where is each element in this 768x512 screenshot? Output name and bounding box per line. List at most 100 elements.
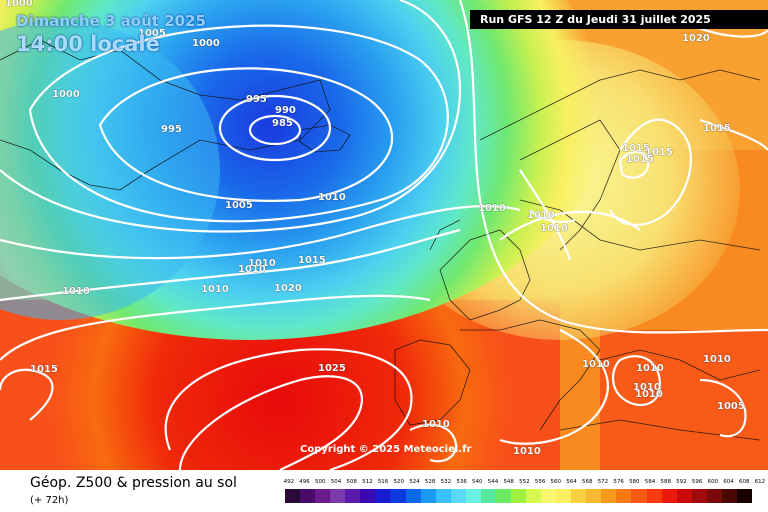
- pressure-label: 1010: [318, 192, 346, 203]
- scale-color-swatch: [526, 489, 542, 503]
- pressure-label: 1010: [636, 363, 664, 374]
- pressure-label: 1010: [513, 446, 541, 457]
- scale-color-swatch: [661, 489, 677, 503]
- scale-color-swatch: [285, 489, 301, 503]
- scale-color-swatch: [420, 489, 436, 503]
- scale-tick-label: 576: [613, 479, 624, 485]
- pressure-label: 1015: [626, 154, 654, 165]
- scale-color-swatch: [495, 489, 511, 503]
- run-info: Run GFS 12 Z du Jeudi 31 juillet 2025: [470, 10, 768, 29]
- scale-color-swatch: [721, 489, 737, 503]
- scale-color-swatch: [631, 489, 647, 503]
- scale-color-swatch: [676, 489, 692, 503]
- scale-color-swatch: [601, 489, 617, 503]
- pressure-label: 1010: [582, 359, 610, 370]
- scale-tick-label: 524: [409, 479, 420, 485]
- pressure-label: 1005: [717, 401, 745, 412]
- forecast-time: 14:00 locale: [16, 32, 160, 56]
- scale-tick-label: 508: [346, 479, 357, 485]
- copyright: Copyright © 2025 Meteociel.fr: [300, 444, 472, 455]
- pressure-label: 1025: [318, 363, 346, 374]
- pressure-label: 1010: [478, 203, 506, 214]
- scale-color-swatch: [345, 489, 361, 503]
- scale-color-swatch: [390, 489, 406, 503]
- scale-color-swatch: [480, 489, 496, 503]
- scale-color-swatch: [375, 489, 391, 503]
- pressure-label: 1015: [298, 255, 326, 266]
- scale-tick-label: 612: [754, 479, 766, 485]
- pressure-label: 1005: [225, 200, 253, 211]
- scale-tick-label: 608: [738, 479, 750, 485]
- scale-tick-label: 600: [707, 479, 719, 485]
- scale-tick-label: 604: [723, 479, 734, 485]
- scale-color-swatch: [541, 489, 557, 503]
- pressure-label: 1010: [422, 419, 450, 430]
- color-scale-labels: 492 496 500 504 508 512 516 520 524 528 532 536 540 5…: [281, 479, 768, 485]
- pressure-label: 1010: [635, 389, 663, 400]
- scale-tick-label: 568: [581, 479, 593, 485]
- pressure-label: 1020: [682, 33, 710, 44]
- scale-tick-label: 504: [330, 479, 342, 485]
- scale-color-swatch: [691, 489, 707, 503]
- pressure-label: 1010: [201, 284, 229, 295]
- scale-tick-label: 584: [644, 479, 656, 485]
- pressure-label: 1010: [527, 210, 555, 221]
- pressure-label: 990: [275, 105, 296, 116]
- scale-color-swatch: [510, 489, 526, 503]
- scale-tick-label: 528: [424, 479, 436, 485]
- pressure-label: 1015: [703, 123, 731, 134]
- pressure-label: 1015: [622, 143, 650, 154]
- pressure-label: 1010: [238, 264, 266, 275]
- scale-color-swatch: [360, 489, 376, 503]
- pressure-label: 1010: [248, 258, 276, 269]
- scale-tick-label: 592: [676, 479, 687, 485]
- scale-tick-label: 564: [566, 479, 577, 485]
- legend-footer: Géop. Z500 & pression au sol (+ 72h) 492…: [0, 470, 768, 512]
- scale-color-swatch: [450, 489, 466, 503]
- scale-tick-label: 580: [629, 479, 640, 485]
- pressure-label: 1010: [540, 223, 568, 234]
- pressure-label: 1005: [138, 28, 166, 39]
- forecast-date: Dimanche 3 août 2025: [16, 12, 206, 30]
- scale-color-swatch: [465, 489, 481, 503]
- scale-tick-label: 560: [550, 479, 562, 485]
- scale-tick-label: 596: [691, 479, 703, 485]
- pressure-label: 995: [161, 124, 182, 135]
- color-scale-bar: [285, 489, 752, 503]
- scale-tick-label: 532: [440, 479, 452, 485]
- forecast-range: (+ 72h): [30, 495, 69, 506]
- scale-tick-label: 492: [283, 479, 295, 485]
- scale-color-swatch: [736, 489, 752, 503]
- scale-color-swatch: [556, 489, 572, 503]
- pressure-label: 1015: [645, 147, 673, 158]
- scale-tick-label: 572: [597, 479, 609, 485]
- pressure-label: 995: [246, 94, 267, 105]
- scale-tick-label: 496: [299, 479, 310, 485]
- pressure-label: 1000: [192, 38, 220, 49]
- scale-color-swatch: [616, 489, 632, 503]
- pressure-label: 1020: [274, 283, 302, 294]
- pressure-label: 1000: [5, 0, 33, 9]
- pressure-label: 1000: [52, 89, 80, 100]
- scale-tick-label: 520: [393, 479, 405, 485]
- scale-tick-label: 552: [519, 479, 530, 485]
- scale-color-swatch: [435, 489, 451, 503]
- scale-tick-label: 548: [503, 479, 514, 485]
- scale-color-swatch: [571, 489, 587, 503]
- weather-map: [0, 0, 768, 470]
- scale-color-swatch: [405, 489, 421, 503]
- pressure-label: 1010: [633, 382, 661, 393]
- scale-color-swatch: [646, 489, 662, 503]
- variable-title: Géop. Z500 & pression au sol: [30, 475, 237, 491]
- scale-tick-label: 588: [660, 479, 671, 485]
- scale-tick-label: 556: [534, 479, 546, 485]
- scale-tick-label: 540: [472, 479, 483, 485]
- pressure-label: 1010: [703, 354, 731, 365]
- scale-color-swatch: [300, 489, 316, 503]
- scale-color-swatch: [330, 489, 346, 503]
- scale-tick-label: 536: [456, 479, 467, 485]
- scale-color-swatch: [315, 489, 331, 503]
- pressure-label: 1010: [62, 286, 90, 297]
- scale-tick-label: 512: [362, 479, 373, 485]
